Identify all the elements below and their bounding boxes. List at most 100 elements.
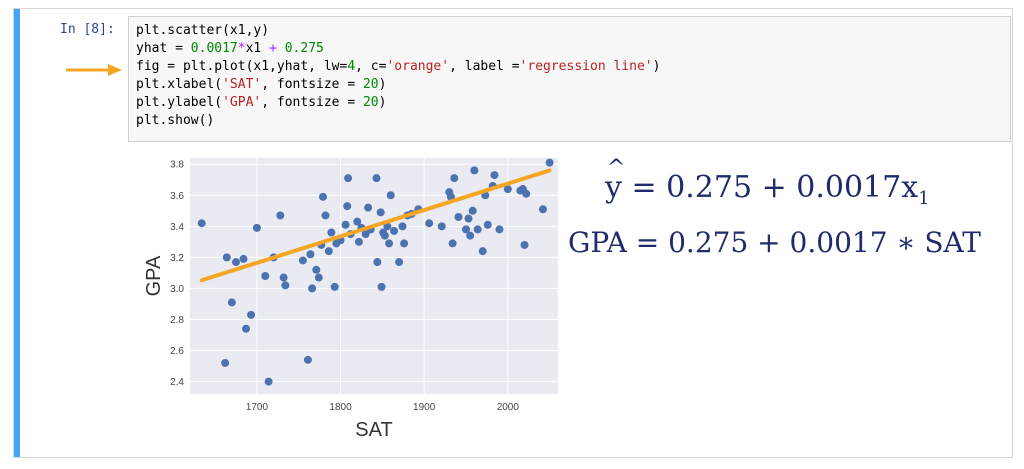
- code-line[interactable]: plt.ylabel('GPA', fontsize = 20): [136, 94, 660, 112]
- code-token: 'regression line': [519, 59, 653, 74]
- data-point: [242, 324, 251, 333]
- code-token: plt.show(): [136, 113, 215, 128]
- code-line[interactable]: plt.xlabel('SAT', fontsize = 20): [136, 76, 660, 94]
- code-token: *: [237, 41, 246, 56]
- code-line[interactable]: plt.show(): [136, 112, 660, 130]
- data-point: [376, 208, 385, 217]
- code-token: 'orange': [386, 59, 450, 74]
- code-token: 0.0017: [190, 41, 238, 56]
- plot-area: [190, 158, 558, 394]
- data-point: [468, 206, 477, 215]
- data-point: [232, 258, 240, 267]
- data-point: [495, 225, 504, 234]
- data-point: [361, 230, 370, 239]
- code-token: ): [378, 95, 387, 110]
- x-tick-label: 1800: [329, 402, 352, 413]
- data-point: [380, 231, 389, 240]
- data-point: [321, 211, 330, 220]
- equation-gpa: GPA = 0.275 + 0.0017 ∗ SAT: [568, 226, 981, 259]
- scatter-plot: 2.4 2.6 2.8 3.0 3.2 3.4 3.6 3.8 1700 1800 1900 2000…: [143, 158, 558, 441]
- data-point: [324, 247, 333, 256]
- y-tick-label: 2.8: [170, 315, 184, 326]
- data-point: [454, 213, 463, 221]
- data-point: [343, 202, 352, 211]
- data-point: [221, 358, 230, 367]
- data-point: [448, 239, 457, 248]
- data-point: [400, 239, 409, 248]
- data-point: [298, 256, 307, 265]
- x-tick-label: 2000: [497, 402, 520, 413]
- y-tick-label: 2.6: [170, 346, 184, 357]
- y-tick-label: 2.4: [170, 377, 184, 388]
- data-point: [197, 219, 206, 228]
- code-line[interactable]: yhat = 0.0017*x1 + 0.275: [136, 40, 660, 58]
- data-point: [327, 228, 336, 237]
- code-token: fig = plt.plot(x1,yhat, lw=: [136, 59, 348, 74]
- data-point: [308, 284, 317, 293]
- data-point: [264, 377, 273, 386]
- code-line[interactable]: fig = plt.plot(x1,yhat, lw=4, c='orange'…: [136, 58, 660, 76]
- code-text[interactable]: plt.scatter(x1,y) yhat = 0.0017*x1 + 0.27…: [136, 22, 660, 130]
- data-point: [395, 258, 404, 267]
- data-point: [483, 220, 492, 229]
- data-point: [386, 191, 395, 200]
- data-point: [545, 158, 554, 167]
- data-point: [503, 185, 512, 194]
- data-point: [312, 265, 321, 274]
- equation-yhat-rhs: = 0.275 + 0.0017x: [621, 170, 919, 205]
- data-point: [490, 171, 499, 180]
- data-point: [276, 211, 285, 220]
- data-point: [227, 298, 236, 307]
- code-editor[interactable]: [128, 16, 1011, 142]
- data-point: [473, 225, 482, 234]
- data-point: [306, 250, 315, 259]
- y-tick-label: 3.6: [170, 191, 184, 202]
- input-prompt: In [8]:: [60, 22, 115, 37]
- code-line[interactable]: plt.scatter(x1,y): [136, 22, 660, 40]
- code-token: , label =: [449, 59, 520, 74]
- x-axis-label: SAT: [355, 419, 392, 441]
- code-token: plt.scatter(x1,y): [136, 23, 270, 38]
- code-token: 'SAT': [222, 77, 262, 92]
- code-token: +: [269, 41, 277, 56]
- y-tick-label: 3.0: [170, 284, 184, 295]
- regression-line: [199, 168, 552, 283]
- data-point: [522, 189, 531, 198]
- code-token: 20: [362, 77, 379, 92]
- y-axis-label: GPA: [143, 255, 165, 296]
- code-token: 4: [347, 59, 356, 74]
- data-point: [385, 239, 394, 248]
- x-tick-label: 1900: [413, 402, 436, 413]
- data-point: [470, 166, 479, 175]
- code-token: plt.xlabel(: [136, 77, 223, 92]
- data-point: [252, 223, 261, 232]
- arrow-icon: [66, 64, 122, 76]
- code-token: x1: [245, 41, 270, 56]
- y-tick-label: 3.8: [170, 160, 184, 171]
- data-point: [344, 174, 353, 183]
- data-point: [464, 214, 473, 223]
- x-tick-label: 1700: [246, 402, 269, 413]
- y-tick-label: 3.4: [170, 222, 184, 233]
- data-point: [303, 355, 312, 364]
- equation-yhat: y = 0.275 + 0.0017x1: [605, 156, 930, 209]
- code-token: ): [652, 59, 661, 74]
- yhat-symbol: y: [605, 156, 625, 205]
- data-point: [281, 281, 290, 290]
- code-token: yhat =: [136, 41, 191, 56]
- code-token: , c=: [355, 59, 387, 74]
- data-point: [354, 237, 363, 246]
- data-point: [425, 219, 434, 228]
- data-point: [364, 203, 373, 212]
- data-point: [373, 258, 382, 267]
- data-point: [466, 231, 475, 240]
- data-point: [446, 192, 455, 201]
- selected-cell-indicator: [14, 9, 20, 457]
- code-token: 0.275: [284, 41, 324, 56]
- y-tick-label: 3.2: [170, 253, 184, 264]
- data-point: [372, 174, 381, 183]
- equation-yhat-subscript: 1: [918, 188, 930, 209]
- code-token: , fontsize =: [261, 95, 363, 110]
- data-point: [341, 220, 350, 229]
